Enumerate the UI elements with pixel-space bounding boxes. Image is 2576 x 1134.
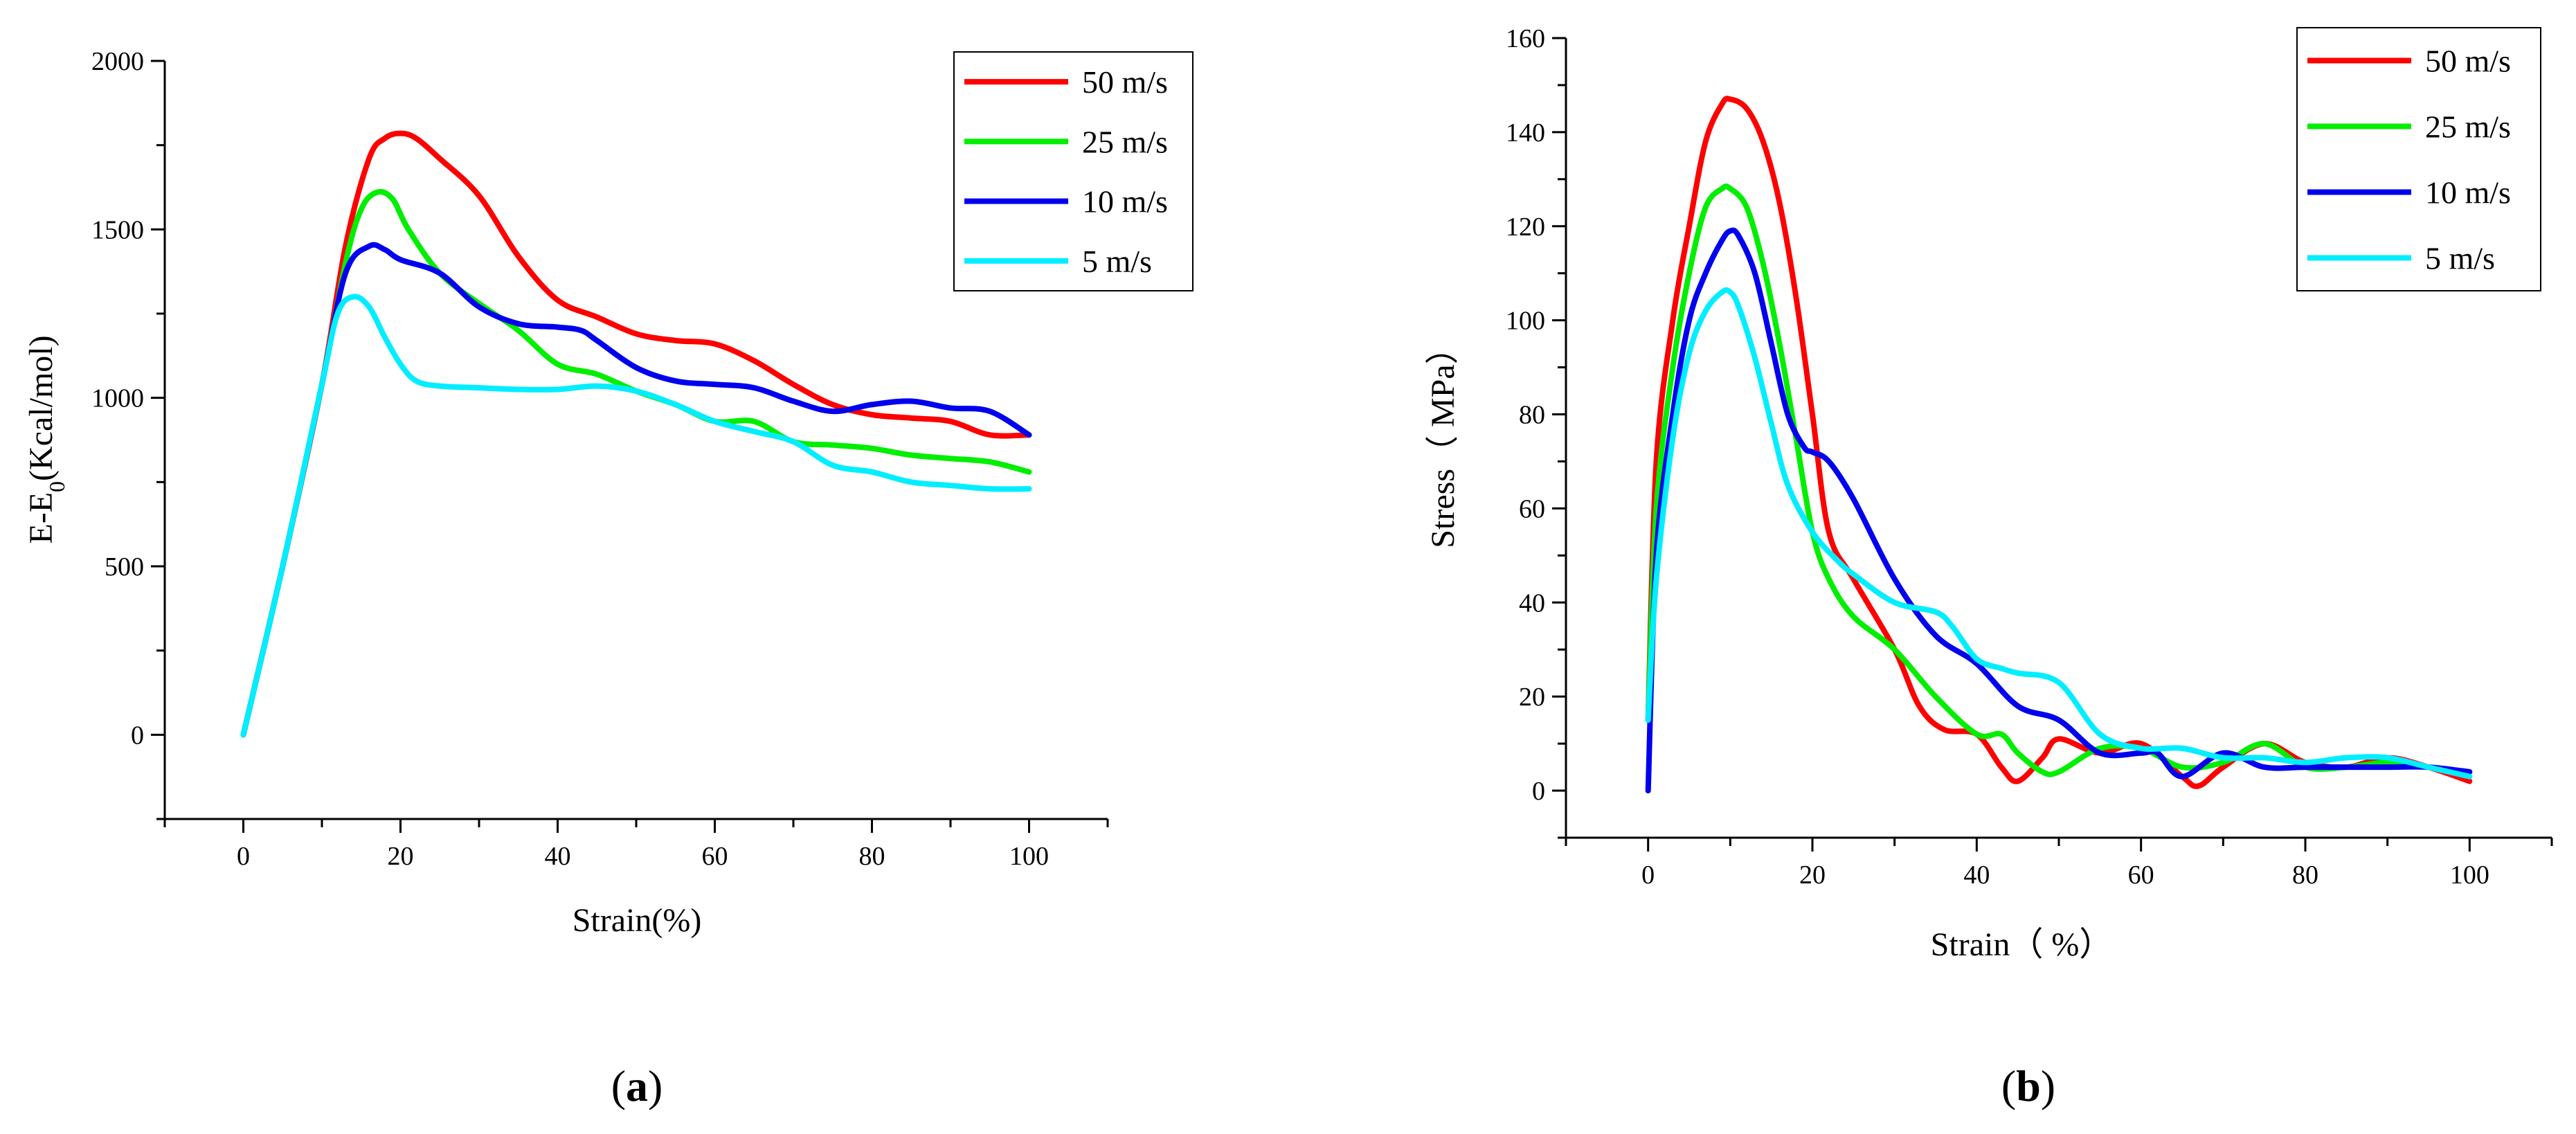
series-line-25-m-s xyxy=(240,189,1032,738)
y-tick-label: 1000 xyxy=(91,384,144,413)
legend-box xyxy=(953,51,1194,291)
series-line-50-m-s xyxy=(240,130,1032,738)
y-axis-title: E-E0(Kcal/mol) xyxy=(23,335,69,543)
legend-label: 50 m/s xyxy=(1082,64,1168,100)
x-tick-label: 40 xyxy=(1963,861,1990,890)
series-line-5-m-s xyxy=(240,294,1032,738)
legend-label: 25 m/s xyxy=(1082,124,1168,159)
series-line-10-m-s xyxy=(1645,227,2473,794)
y-tick-label: 120 xyxy=(1506,213,1545,242)
x-tick-label: 60 xyxy=(702,842,728,871)
y-tick-label: 2000 xyxy=(91,47,144,76)
series-line-5-m-s xyxy=(1645,287,2473,780)
x-tick-label: 0 xyxy=(237,842,250,871)
x-tick-label: 20 xyxy=(1799,861,1826,890)
x-tick-label: 40 xyxy=(545,842,571,871)
y-tick-label: 500 xyxy=(105,552,144,582)
panel-label: (b) xyxy=(2001,1061,2055,1110)
x-tick-label: 0 xyxy=(1641,861,1655,890)
x-axis-title: Strain(%) xyxy=(573,902,702,939)
x-tick-label: 100 xyxy=(1009,842,1049,871)
y-axis-title: Stress（ MPa） xyxy=(1425,331,1461,548)
y-tick-label: 0 xyxy=(1532,777,1545,806)
legend-label: 10 m/s xyxy=(2425,175,2511,210)
legend-label: 25 m/s xyxy=(2425,109,2511,145)
y-tick-label: 160 xyxy=(1506,24,1545,53)
x-tick-label: 80 xyxy=(2292,861,2318,890)
x-tick-label: 80 xyxy=(859,842,885,871)
legend-label: 10 m/s xyxy=(1082,184,1168,219)
y-tick-label: 1500 xyxy=(91,215,144,244)
y-tick-label: 20 xyxy=(1519,683,1545,712)
x-tick-label: 100 xyxy=(2450,861,2489,890)
chart-panel-b: 0 20 40 60 80 100 0 20 40 60 80 100 120 140 160 Strain（… xyxy=(1425,24,2553,1110)
y-tick-label: 0 xyxy=(131,721,144,750)
chart-panel-a: 0 20 40 60 80 1000500100015002000Strain(%)E-E… xyxy=(23,47,1194,1110)
panel-label: (a) xyxy=(611,1061,663,1110)
series-line-10-m-s xyxy=(240,242,1032,738)
y-tick-label: 40 xyxy=(1519,588,1545,618)
x-tick-label: 60 xyxy=(2128,861,2154,890)
y-tick-label: 60 xyxy=(1519,494,1545,523)
x-tick-label: 20 xyxy=(388,842,414,871)
y-tick-label: 100 xyxy=(1506,307,1545,336)
legend-box xyxy=(2296,27,2541,291)
x-axis-title: Strain（ %） xyxy=(1931,926,2113,963)
legend-label: 5 m/s xyxy=(1082,244,1152,279)
legend-label: 5 m/s xyxy=(2425,241,2495,276)
y-tick-label: 80 xyxy=(1519,401,1545,430)
y-tick-label: 140 xyxy=(1506,118,1545,147)
legend-label: 50 m/s xyxy=(2425,44,2511,79)
